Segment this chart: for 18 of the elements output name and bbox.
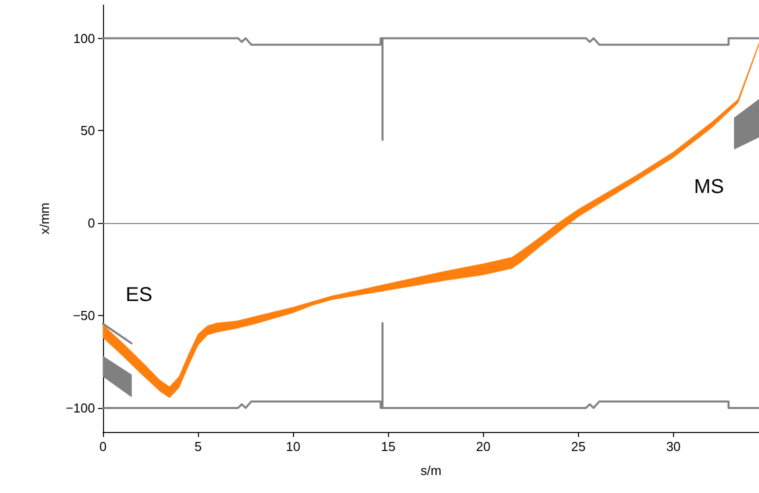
y-tick-label: −50 bbox=[72, 308, 95, 324]
x-tick-label: 10 bbox=[286, 439, 300, 454]
x-tick-label: 15 bbox=[380, 439, 396, 454]
line-series bbox=[102, 37, 759, 141]
y-tick-label: 50 bbox=[80, 123, 95, 138]
y-axis-title: x/mm bbox=[37, 202, 52, 234]
annotation: ES bbox=[126, 284, 152, 306]
x-tick-label: 0 bbox=[99, 439, 107, 454]
y-tick-label: 100 bbox=[73, 30, 95, 46]
x-tick-label: 25 bbox=[571, 439, 586, 454]
x-tick-label: 5 bbox=[194, 439, 202, 454]
line-series bbox=[102, 322, 759, 409]
y-tick-label: −100 bbox=[66, 400, 95, 416]
annotation: MS bbox=[694, 176, 724, 198]
x-tick-label: 30 bbox=[666, 439, 681, 454]
y-tick-label: 0 bbox=[88, 216, 95, 231]
x-axis-title: s/m bbox=[420, 463, 442, 478]
x-tick-label: 20 bbox=[476, 439, 491, 454]
